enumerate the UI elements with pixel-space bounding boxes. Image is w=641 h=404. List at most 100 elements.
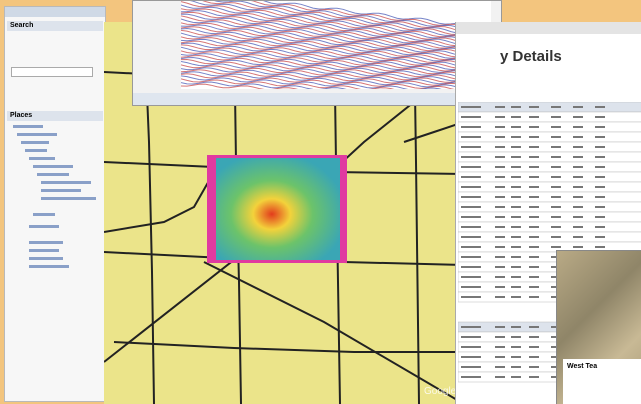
seismic-trace [181,32,488,62]
table-row [458,141,641,153]
cell-text [511,286,521,288]
cell-text [495,326,505,328]
cell-text [461,256,481,258]
seismic-trace [181,73,488,89]
cell-text [573,116,583,118]
cell-text [511,296,521,298]
places-header[interactable]: Places [7,111,103,121]
cell-text [551,126,561,128]
cell-text [573,156,583,158]
seismic-trace [181,54,488,78]
cell-text [461,236,481,238]
cell-text [551,226,561,228]
table-row [458,181,641,193]
cell-text [511,236,521,238]
cell-text [461,146,481,148]
cell-text [551,206,561,208]
cell-text [511,376,521,378]
cell-text [551,166,561,168]
seismic-trace [181,4,488,41]
cell-text [495,166,505,168]
cell-text [495,346,505,348]
seismic-trace [181,26,488,55]
seismic-plot [181,1,491,89]
cell-text [529,136,539,138]
cell-text [551,106,561,108]
balloon-title: West Tea [567,363,598,370]
cell-text [495,376,505,378]
cell-text [511,156,521,158]
table-row [458,161,641,173]
cell-text [529,326,539,328]
cell-text [461,226,481,228]
cell-text [461,166,481,168]
cell-text [595,146,605,148]
cell-text [595,116,605,118]
cell-text [495,276,505,278]
cell-text [461,116,481,118]
terrain-window: West Tea [556,250,641,404]
places-tree [13,125,96,268]
cell-text [551,196,561,198]
table-row [458,151,641,163]
seismic-trace [181,61,488,83]
seismic-trace [181,18,488,52]
cell-text [495,336,505,338]
cell-text [551,216,561,218]
seismic-trace [181,27,488,57]
cell-text [461,266,481,268]
cell-text [511,166,521,168]
cell-text [595,186,605,188]
cell-text [461,176,481,178]
cell-text [529,196,539,198]
cell-text [573,216,583,218]
seismic-trace [189,1,488,35]
seismic-trace [181,64,488,86]
cell-text [461,196,481,198]
seismic-trace [181,38,488,65]
cell-text [551,176,561,178]
cell-text [595,166,605,168]
cell-text [573,226,583,228]
status-bar [133,93,501,105]
seismic-trace [181,53,488,76]
cell-text [461,126,481,128]
seismic-trace [181,22,488,53]
cell-text [495,146,505,148]
cell-text [529,216,539,218]
cell-text [495,126,505,128]
cell-text [495,156,505,158]
cell-text [595,156,605,158]
toolbar [456,22,641,34]
cell-text [511,216,521,218]
seismic-trace [181,8,488,42]
cell-text [529,286,539,288]
search-header[interactable]: Search [7,21,103,31]
cell-text [511,256,521,258]
cell-text [461,286,481,288]
table-row [458,191,641,203]
cell-text [529,266,539,268]
cell-text [495,296,505,298]
cell-text [529,106,539,108]
search-input[interactable] [11,67,93,77]
seismic-trace [181,58,488,80]
cell-text [529,176,539,178]
cell-text [461,366,481,368]
cell-text [595,246,605,248]
cell-text [511,326,521,328]
cell-text [495,106,505,108]
seismic-trace [181,42,488,68]
cell-text [529,166,539,168]
cell-text [461,326,481,328]
heatmap [216,158,340,260]
seismic-trace [181,67,488,87]
info-balloon: West Tea [563,359,641,404]
seismic-trace [181,10,488,43]
cell-text [529,236,539,238]
cell-text [573,106,583,108]
cell-text [529,116,539,118]
cell-text [529,276,539,278]
cell-text [495,186,505,188]
cell-text [551,136,561,138]
